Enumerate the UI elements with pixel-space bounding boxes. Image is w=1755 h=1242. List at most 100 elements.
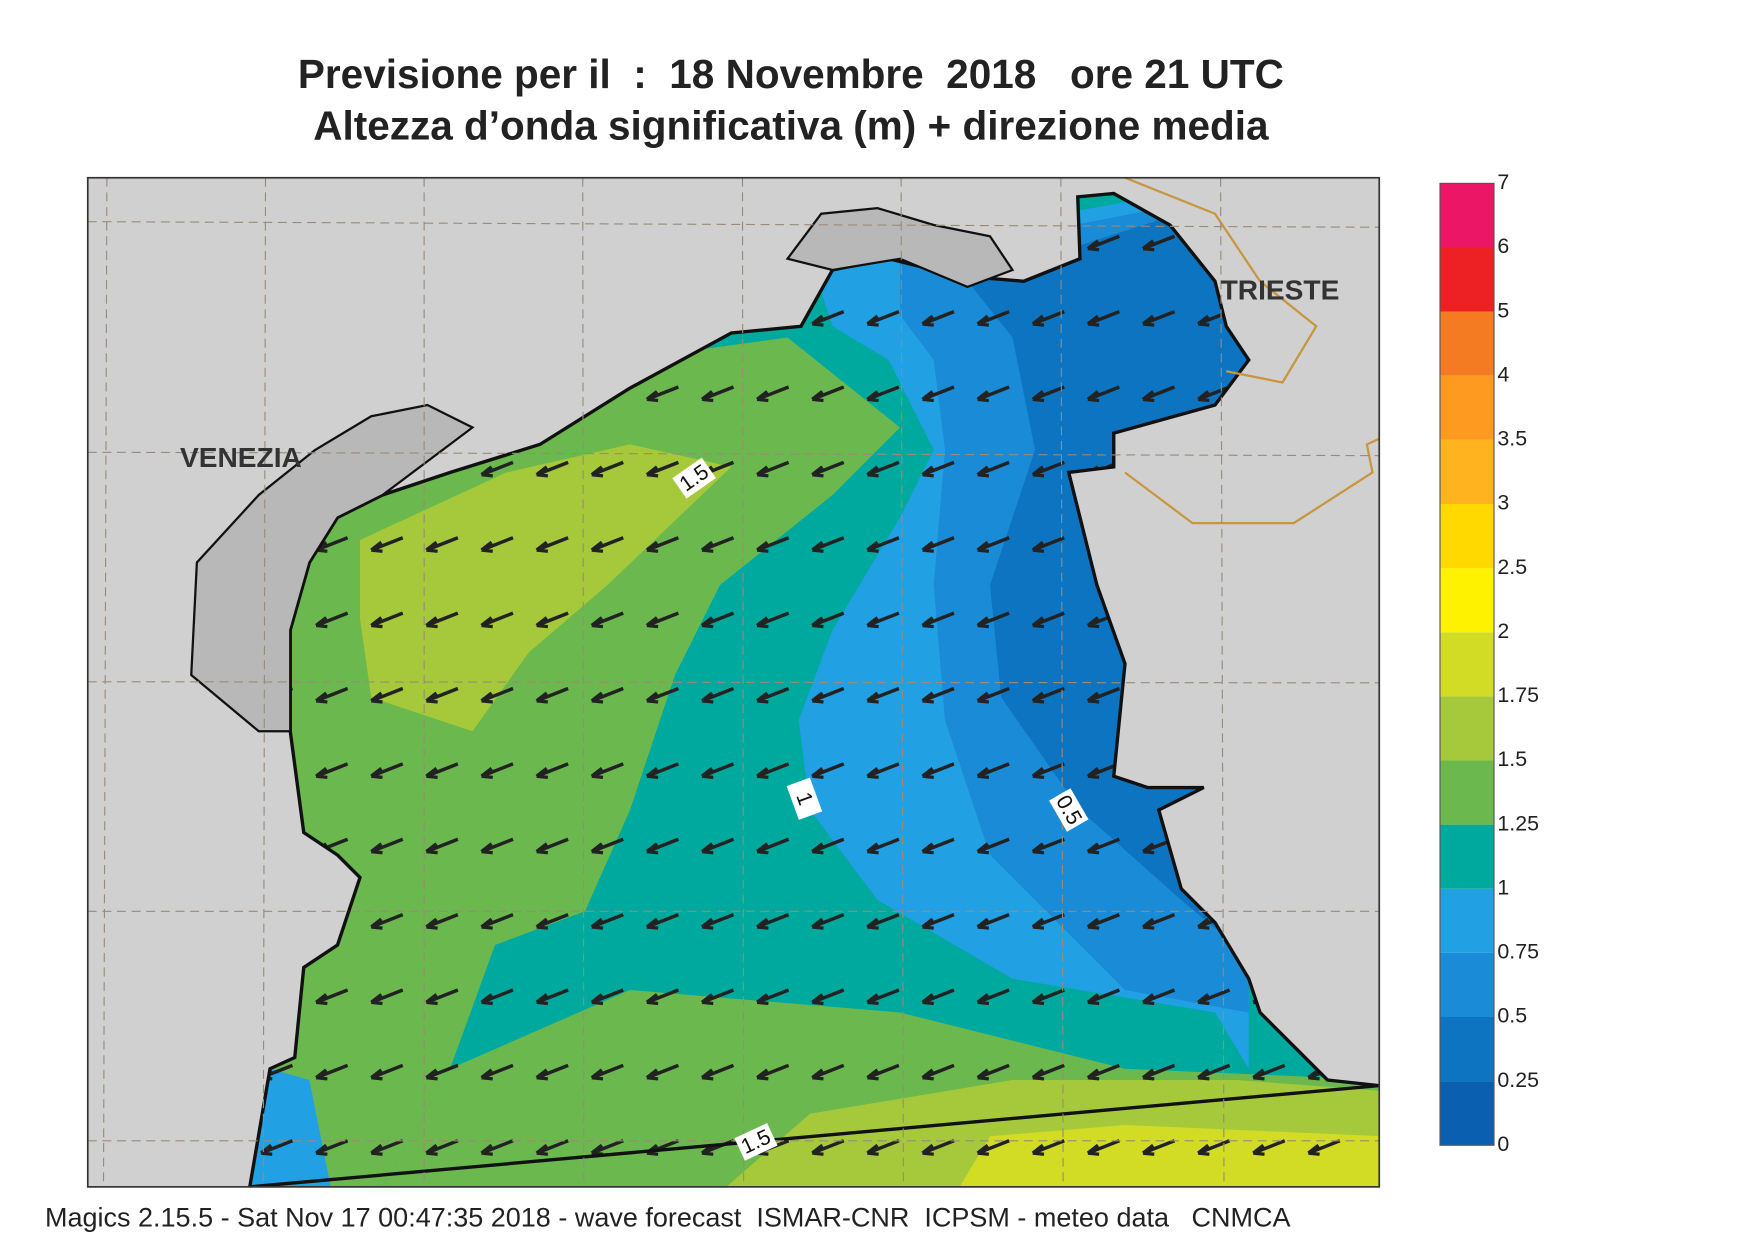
arrow: [1031, 1139, 1065, 1156]
colorbar-bin: [1440, 696, 1494, 761]
arrow: [535, 460, 569, 478]
arrow: [425, 686, 459, 704]
arrow: [315, 1063, 349, 1081]
arrow: [811, 460, 845, 478]
arrow: [645, 686, 679, 704]
arrow: [590, 460, 624, 478]
colorbar-bin: [1440, 183, 1494, 248]
zone-15-175: [360, 444, 732, 732]
arrow: [976, 1063, 1010, 1081]
colorbar-tick-label: 0.5: [1497, 1004, 1527, 1028]
arrow: [425, 536, 459, 553]
arrow: [590, 837, 624, 855]
arrow: [1031, 913, 1065, 930]
colorbar-tick-label: 5: [1497, 298, 1509, 322]
arrow: [535, 762, 569, 780]
arrow: [315, 686, 349, 704]
arrow: [921, 988, 955, 1006]
colorbar-tick-label: 6: [1497, 234, 1509, 258]
title-line-1: Previsione per il : 18 Novembre 2018 ore…: [298, 51, 1284, 97]
colorbar-bin: [1440, 1081, 1494, 1146]
arrow: [756, 913, 790, 930]
arrow: [866, 686, 900, 704]
arrow: [756, 385, 790, 403]
arrow: [866, 1063, 900, 1081]
arrow: [976, 310, 1010, 327]
arrow: [1031, 762, 1065, 780]
arrow: [756, 1063, 790, 1081]
arrow: [866, 460, 900, 478]
arrow: [976, 762, 1010, 780]
arrow: [645, 913, 679, 930]
arrow: [811, 837, 845, 855]
arrow: [315, 762, 349, 780]
arrow: [756, 762, 790, 780]
map-frame: [86, 176, 1381, 1188]
arrow: [535, 1063, 569, 1081]
arrow: [1197, 1063, 1231, 1081]
arrow: [480, 460, 514, 478]
arrow: [700, 686, 735, 704]
arrow: [976, 385, 1010, 403]
place-label: VENEZIA: [180, 442, 302, 473]
arrow: [866, 1139, 900, 1156]
arrow: [1141, 1063, 1176, 1081]
arrow: [535, 913, 569, 930]
arrow: [590, 611, 624, 629]
arrow: [1141, 234, 1176, 252]
arrow: [700, 913, 735, 930]
colorbar-bin: [1440, 632, 1494, 697]
arrow: [370, 686, 404, 704]
arrow: [590, 536, 624, 553]
colorbar-tick-label: 4: [1497, 362, 1509, 386]
arrow: [370, 536, 404, 553]
arrow: [1086, 913, 1120, 930]
arrow: [1031, 611, 1065, 629]
arrow: [1031, 460, 1065, 478]
arrow: [370, 837, 404, 855]
arrow: [1197, 1139, 1231, 1156]
map: VENEZIA TRIESTE 1.51 0.51.5: [87, 177, 1380, 1187]
arrow: [866, 385, 900, 403]
arrow: [1031, 1063, 1065, 1081]
colorbar-bin: [1440, 504, 1494, 569]
arrow: [1086, 1139, 1120, 1156]
arrow: [811, 1139, 845, 1156]
colorbar-bin: [1440, 1017, 1494, 1082]
colorbar-tick-label: 7: [1497, 170, 1509, 194]
arrow: [645, 837, 679, 855]
arrow: [756, 536, 790, 553]
arrow: [921, 913, 955, 930]
arrow: [535, 988, 569, 1006]
arrow: [1031, 385, 1065, 403]
arrow: [425, 837, 459, 855]
colorbar-tick-label: 1.25: [1497, 811, 1539, 835]
arrow: [811, 913, 845, 930]
arrow: [921, 611, 955, 629]
arrow: [1031, 837, 1065, 855]
arrow: [976, 536, 1010, 553]
arrow: [645, 762, 679, 780]
colorbar-tick-label: 0: [1497, 1132, 1509, 1156]
arrow: [700, 988, 735, 1006]
arrow: [480, 611, 514, 629]
arrow: [535, 1139, 569, 1156]
arrow: [425, 611, 459, 629]
arrow: [535, 536, 569, 553]
arrow: [811, 686, 845, 704]
colorbar-tick-label: 3.5: [1497, 427, 1527, 451]
colorbar-bin: [1440, 824, 1494, 889]
arrow: [1141, 913, 1176, 930]
colorbar-bin: [1440, 568, 1494, 633]
colorbar-tick-label: 1.5: [1497, 747, 1527, 771]
coastline: [248, 191, 1380, 1187]
arrow: [1086, 988, 1120, 1006]
arrow: [921, 310, 955, 327]
arrow: [1141, 988, 1176, 1006]
arrow: [811, 611, 845, 629]
title-line-2: Altezza d’onda significativa (m) + direz…: [313, 103, 1269, 149]
arrow: [1031, 988, 1065, 1006]
arrow: [921, 837, 955, 855]
arrow: [425, 988, 459, 1006]
